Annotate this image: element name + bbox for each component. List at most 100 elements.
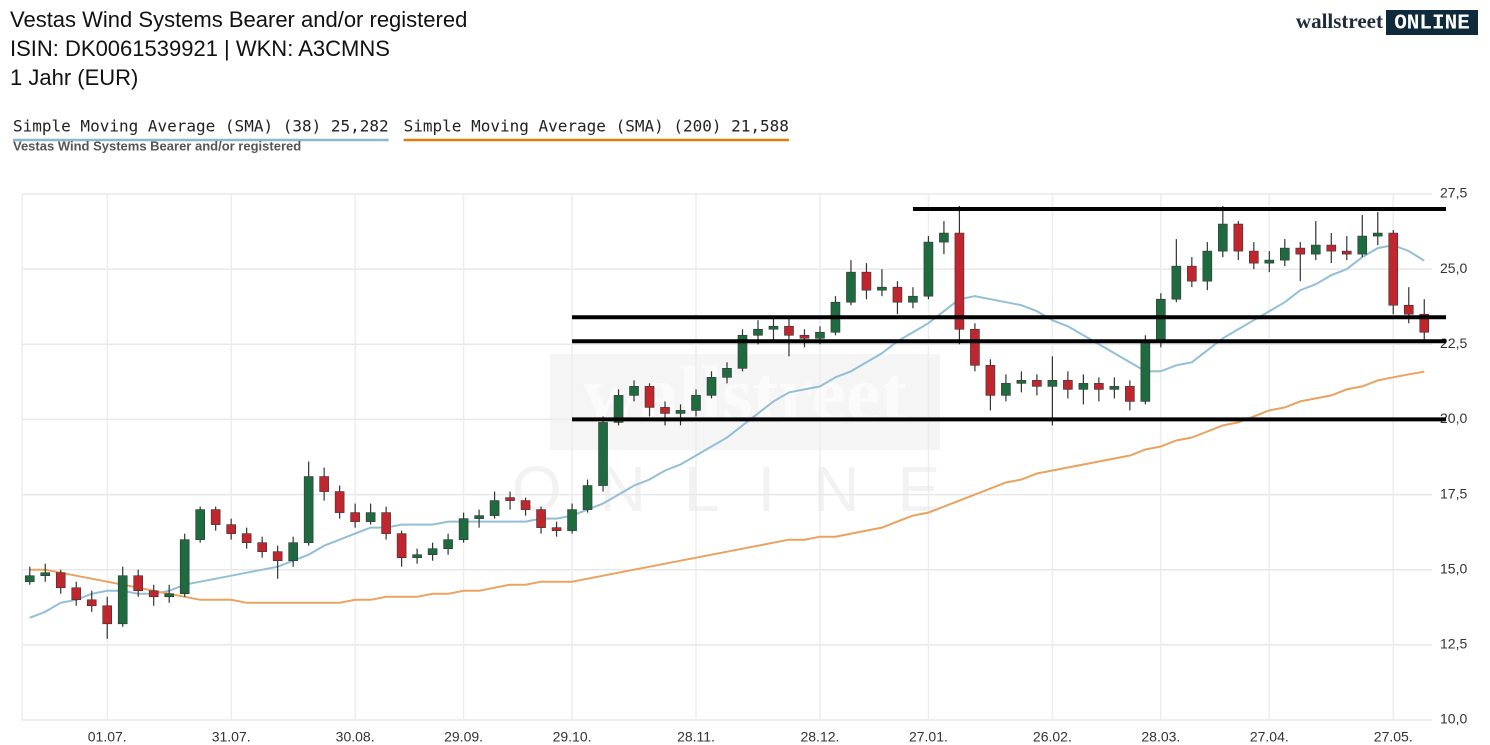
period: 1 Jahr (EUR) xyxy=(10,65,138,90)
candle-body xyxy=(365,512,376,522)
candle-body xyxy=(892,286,903,303)
candle-body xyxy=(598,422,608,486)
logo-badge-bg xyxy=(1386,10,1478,35)
x-tick-label: 27.01. xyxy=(909,729,948,745)
candle-body xyxy=(1403,304,1414,315)
candle-body xyxy=(660,407,670,414)
candle-body xyxy=(970,328,980,366)
candle-body xyxy=(877,286,887,291)
candle-body xyxy=(551,527,562,531)
candle-body xyxy=(1140,340,1151,402)
x-tick-label: 27.05. xyxy=(1374,729,1413,745)
legend-label: Vestas Wind Systems Bearer and/or regist… xyxy=(13,138,301,153)
y-tick-label: 20,0 xyxy=(1440,410,1467,426)
candle-body xyxy=(210,509,221,525)
candle-body xyxy=(319,476,329,492)
candle-body xyxy=(1156,298,1166,342)
candle-body xyxy=(1233,223,1244,252)
candle-body xyxy=(427,548,438,555)
y-tick-label: 22,5 xyxy=(1440,335,1467,351)
grid: 10,0 12,5 15,0 17,5 20,0 22,5 25,0 27,5 01.07. 31… xyxy=(21,185,1467,745)
candle-body xyxy=(1419,313,1430,333)
x-tick-label: 30.08. xyxy=(336,729,375,745)
candle-body xyxy=(1171,265,1182,300)
watermark-badge: ONLINE xyxy=(512,453,978,525)
y-tick-label: 17,5 xyxy=(1440,485,1467,501)
candle-body xyxy=(133,575,144,592)
candle-body xyxy=(1249,250,1259,264)
candle-body xyxy=(691,395,701,411)
candle-body xyxy=(55,572,66,589)
x-tick-label: 31.07. xyxy=(212,729,251,745)
legend: Simple Moving Average (SMA) (38) 25,282 Si… xyxy=(13,117,789,153)
candle-body xyxy=(117,575,128,625)
candle-body xyxy=(1187,265,1197,282)
candle-body xyxy=(272,551,283,561)
candle-body xyxy=(1125,386,1135,402)
candle-body xyxy=(396,533,407,558)
legend-value: 21,588 xyxy=(731,117,789,136)
watermark: wallstreet ONLINE xyxy=(512,350,978,525)
candle-body xyxy=(846,271,856,303)
candle-body xyxy=(753,328,763,336)
candle-body xyxy=(629,386,639,396)
candle-body xyxy=(1109,386,1120,390)
candle-body xyxy=(412,554,422,558)
candle-body xyxy=(1032,380,1042,387)
candle-body xyxy=(1295,247,1306,255)
candle-body xyxy=(1047,380,1058,387)
candle-body xyxy=(567,509,577,531)
y-tick-label: 10,0 xyxy=(1440,711,1467,727)
candle-body xyxy=(582,485,593,510)
candle-body xyxy=(505,497,515,501)
sma-line xyxy=(29,370,1425,604)
candle-body xyxy=(381,512,391,534)
candle-body xyxy=(1094,383,1104,390)
candle-body xyxy=(71,587,82,601)
candle-body xyxy=(458,518,469,540)
candle-body xyxy=(861,271,872,291)
candle-body xyxy=(923,241,934,297)
candle-body xyxy=(784,325,794,336)
x-tick-label: 28.12. xyxy=(800,729,839,745)
candle-body xyxy=(1001,383,1011,396)
candle-body xyxy=(722,368,732,378)
candle-body xyxy=(939,232,949,243)
candle-body xyxy=(536,509,546,528)
candle-body xyxy=(288,542,298,561)
x-tick-label: 27.04. xyxy=(1250,729,1289,745)
candle-body xyxy=(1202,250,1213,282)
candle-body xyxy=(1264,259,1275,264)
x-tick-label: 01.07. xyxy=(88,729,127,745)
plot xyxy=(24,206,1446,639)
candle-body xyxy=(148,590,159,598)
sma-line xyxy=(29,244,1425,619)
candle-body xyxy=(489,500,500,516)
candle-body xyxy=(1388,232,1399,306)
candle-body xyxy=(1357,235,1368,255)
candle-body xyxy=(954,232,965,330)
candle-body xyxy=(334,491,345,513)
candle-body xyxy=(1341,250,1352,255)
candle-body xyxy=(1280,247,1290,261)
candle-body xyxy=(443,539,453,549)
logo-badge: ONLINE xyxy=(1394,13,1470,36)
candle-body xyxy=(257,542,267,552)
candle-body xyxy=(1078,383,1089,390)
x-tick-label: 26.02. xyxy=(1033,729,1072,745)
logo-brand: wallstreet xyxy=(1296,9,1383,33)
candle-body xyxy=(164,593,174,598)
y-tick-label: 25,0 xyxy=(1440,260,1467,276)
y-tick-label: 27,5 xyxy=(1440,185,1467,201)
candle-body xyxy=(179,539,190,595)
y-tick-label: 12,5 xyxy=(1440,636,1467,652)
candle-body xyxy=(799,334,810,339)
candle-body xyxy=(675,410,686,414)
candle-body xyxy=(1063,380,1073,390)
title: Vestas Wind Systems Bearer and/or regist… xyxy=(10,7,467,32)
y-tick-label: 15,0 xyxy=(1440,560,1467,576)
legend-label: Simple Moving Average (SMA) (38) xyxy=(13,117,321,136)
candle-body xyxy=(520,500,531,510)
